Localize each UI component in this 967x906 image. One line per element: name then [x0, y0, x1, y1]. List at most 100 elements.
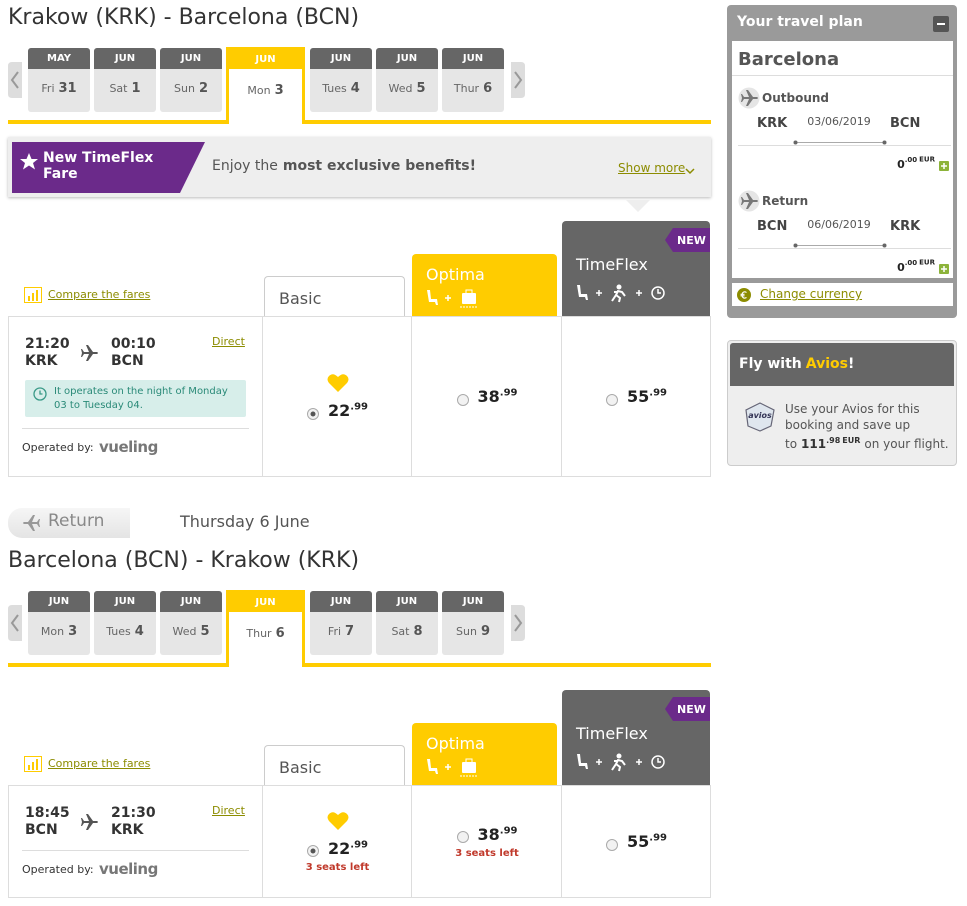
date-tab[interactable]: JUN Fri 7	[310, 591, 372, 655]
prev-date-arrow	[8, 605, 22, 641]
leg-add[interactable]	[939, 156, 949, 171]
return-plane	[22, 513, 42, 533]
date-label: Tues 4	[94, 620, 156, 639]
city: Barcelona	[738, 49, 840, 70]
date-tab[interactable]: JUN Sun 2	[160, 48, 222, 112]
promo-text-bold: most exclusive benefits!	[282, 158, 476, 174]
leg-icon-shape	[741, 193, 758, 209]
promo-pointer-shape	[626, 200, 650, 212]
compare-icon-shape	[36, 759, 38, 770]
price-amount: 55	[627, 832, 650, 851]
change-currency-link[interactable]: Change currency	[760, 287, 863, 301]
collapse-button[interactable]	[933, 16, 949, 32]
prev-date-arrow-shape	[8, 62, 22, 98]
date-label: Mon 3	[229, 79, 302, 98]
date-label: Thur 6	[229, 622, 302, 641]
fare-icons-shape	[577, 754, 588, 769]
radio-selected[interactable]	[307, 842, 319, 857]
date-tab[interactable]: JUN Tues 4	[310, 48, 372, 112]
leg-add-shape	[941, 163, 947, 169]
date-num: 5	[416, 81, 426, 96]
fare-icons-shape	[657, 289, 661, 294]
date-tab[interactable]: JUN Wed 5	[376, 48, 438, 112]
date-label: Sun 9	[442, 620, 504, 639]
date-num: 31	[58, 81, 77, 96]
radio-shape	[606, 838, 618, 851]
date-tab[interactable]: JUN Sun 9	[442, 591, 504, 655]
note-clock-shape	[39, 390, 43, 395]
date-tab[interactable]: JUN Sat 1	[94, 48, 156, 112]
radio[interactable]	[606, 391, 618, 406]
date-label: Sat 8	[376, 620, 438, 639]
fare-icons-shape	[465, 758, 473, 764]
radio-selected[interactable]	[307, 405, 319, 420]
price-cell[interactable]: 38.99	[411, 317, 562, 476]
price-cell[interactable]: 22.99 3 seats left	[262, 786, 412, 897]
fare-icons-shape	[611, 289, 626, 303]
date-tab[interactable]: JUN Thur 6	[442, 48, 504, 112]
leg-icon-shape	[741, 90, 758, 106]
date-day: Tues	[106, 625, 131, 638]
price-cell[interactable]: 38.99 3 seats left	[411, 786, 562, 897]
leg-price: 0.00 EUR	[832, 153, 935, 172]
direct-link[interactable]: Direct	[212, 335, 245, 348]
date-month: JUN	[114, 596, 136, 607]
currency-icon-shape	[737, 288, 751, 302]
avios-title-lead: Fly with	[739, 356, 802, 372]
return-plane-shape	[23, 515, 40, 531]
leg-price-currency: EUR	[919, 258, 935, 267]
price-line: 55.99	[606, 832, 667, 851]
promo-text: Enjoy the most exclusive benefits!	[212, 158, 476, 174]
row-separator	[22, 428, 249, 429]
leg-price-cents: .00	[904, 155, 918, 164]
price: 55.99	[627, 387, 667, 406]
date-tab-selected[interactable]: JUN Mon 3	[226, 47, 305, 124]
date-num: 1	[131, 81, 141, 96]
date-month: JUN	[330, 53, 352, 64]
avios-logo: avios	[748, 411, 772, 420]
price-amount: 22	[328, 838, 351, 858]
date-tab[interactable]: JUN Wed 5	[160, 591, 222, 655]
compare-icon-shape	[32, 762, 34, 770]
dep-time: 21:20	[25, 336, 70, 352]
date-tab[interactable]: JUN Tues 4	[94, 591, 156, 655]
price-amount: 55	[627, 387, 650, 406]
radio[interactable]	[456, 391, 469, 406]
date-tab-selected[interactable]: JUN Thur 6	[226, 590, 305, 667]
return-button[interactable]: Return	[8, 508, 130, 538]
fare-icons	[426, 288, 486, 308]
date-strip-line	[8, 663, 711, 667]
compare-icon-shape	[32, 293, 34, 301]
next-date-arrow	[511, 62, 525, 98]
avios-logo-bg-shape	[745, 402, 775, 432]
avios-logo-bg	[744, 402, 776, 432]
date-tab[interactable]: MAY Fri 31	[28, 48, 90, 112]
show-more-link[interactable]: Show more	[618, 161, 686, 175]
date-strip-line	[8, 120, 711, 124]
compare-fares-link[interactable]: Compare the fares	[48, 288, 151, 301]
leg-icon-shape	[741, 90, 758, 106]
radio[interactable]	[456, 828, 469, 843]
direct-link[interactable]: Direct	[212, 804, 245, 817]
price-cell[interactable]: 22.99	[262, 317, 412, 476]
seats-left: 3 seats left	[455, 847, 519, 859]
leg-add[interactable]	[939, 259, 949, 274]
date-tab[interactable]: JUN Sat 8	[376, 591, 438, 655]
date-month-band	[229, 590, 302, 612]
date-day: Sat	[109, 82, 128, 95]
leg-from: BCN	[757, 219, 788, 234]
fare-icons-shape	[651, 755, 665, 769]
price-amount: 22	[328, 401, 351, 420]
avios-header: Fly with Avios!	[730, 343, 954, 386]
price-cell[interactable]: 55.99	[561, 317, 711, 476]
price-cell[interactable]: 55.99	[561, 786, 711, 897]
dep-code: BCN	[25, 822, 58, 838]
radio-selected-shape	[307, 845, 319, 857]
date-day: Wed	[172, 625, 197, 638]
night-note: It operates on the night of Monday 03 to…	[25, 380, 246, 417]
compare-fares-link[interactable]: Compare the fares	[48, 757, 151, 770]
date-tab[interactable]: JUN Mon 3	[28, 591, 90, 655]
radio[interactable]	[606, 836, 618, 851]
currency-icon-shape	[740, 291, 747, 299]
date-month: JUN	[396, 53, 418, 64]
